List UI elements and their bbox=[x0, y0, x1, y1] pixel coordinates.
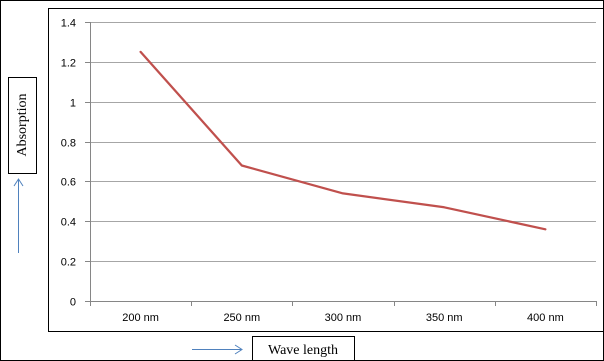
series-group bbox=[139, 50, 547, 231]
y-tick-label: 0.4 bbox=[61, 217, 76, 229]
y-tick-label: 1 bbox=[70, 98, 76, 110]
chart-area-border bbox=[48, 8, 604, 332]
y-tick-labels: 0 0.2 0.4 0.6 0.8 1 1.2 1.4 bbox=[61, 18, 76, 309]
x-tick-label: 400 nm bbox=[527, 312, 564, 324]
x-axis-arrow-icon bbox=[192, 344, 243, 355]
y-tick-label: 0.8 bbox=[61, 138, 76, 150]
x-axis-title-box bbox=[252, 336, 355, 361]
x-axis-title: Wave length bbox=[268, 343, 338, 358]
axes bbox=[85, 22, 597, 306]
y-axis-title: Absorption bbox=[15, 94, 30, 157]
series-line bbox=[139, 50, 547, 231]
y-tick-label: 0 bbox=[70, 297, 76, 309]
x-tick-labels: 200 nm 250 nm 300 nm 350 nm 400 nm bbox=[122, 312, 564, 324]
y-axis-arrow-icon bbox=[13, 178, 24, 253]
x-tick-label: 350 nm bbox=[426, 312, 463, 324]
y-arrow-head bbox=[13, 178, 24, 187]
y-tick-label: 0.6 bbox=[61, 177, 76, 189]
y-tick-label: 1.2 bbox=[61, 58, 76, 70]
y-tick-label: 0.2 bbox=[61, 257, 76, 269]
y-axis-title-box bbox=[8, 77, 37, 174]
y-tick-label: 1.4 bbox=[61, 18, 76, 30]
x-arrow-head bbox=[234, 344, 243, 355]
x-tick-label: 200 nm bbox=[122, 312, 159, 324]
x-tick-label: 300 nm bbox=[325, 312, 362, 324]
x-tick-label: 250 nm bbox=[223, 312, 260, 324]
